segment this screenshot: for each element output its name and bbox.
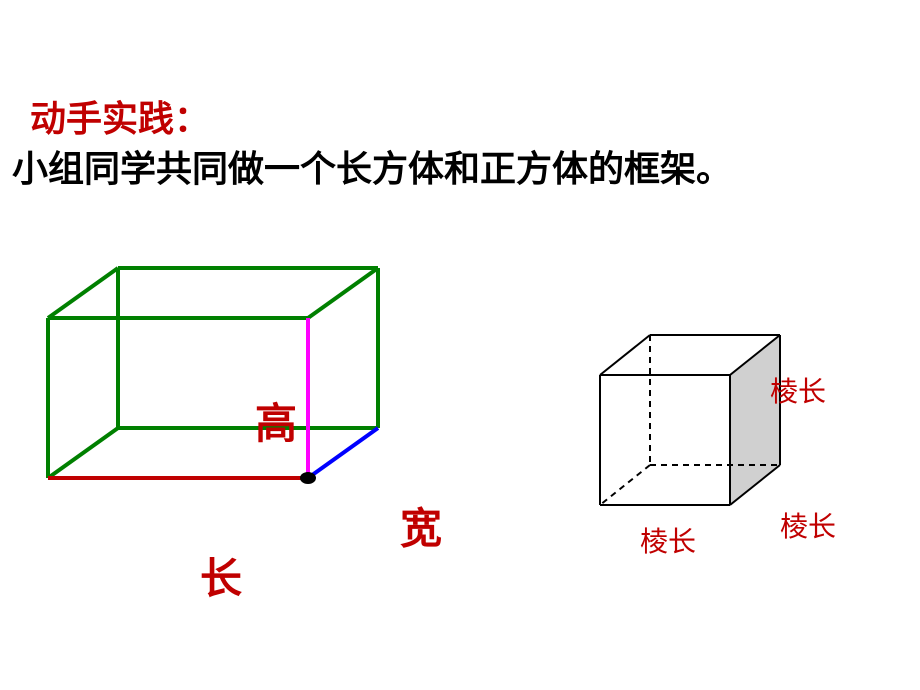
instruction-text: 小组同学共同做一个长方体和正方体的框架。	[12, 140, 732, 192]
cube-edge-label-bottom: 棱长	[640, 520, 696, 560]
cuboid-diagram	[40, 260, 400, 560]
heading-text: 动手实践：	[30, 90, 210, 142]
cuboid-width-label: 宽	[400, 495, 442, 556]
cube-edge-label-right: 棱长	[780, 505, 836, 545]
cuboid-length-label: 长	[200, 545, 242, 606]
cuboid-height-label: 高	[255, 390, 297, 451]
cube-edge-label-top: 棱长	[770, 370, 826, 410]
